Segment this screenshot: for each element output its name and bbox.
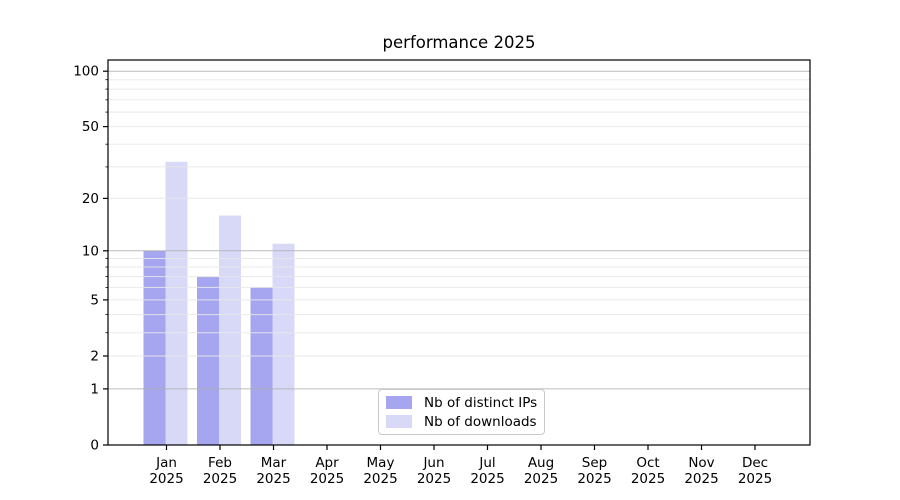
y-tick-label: 0 (90, 438, 99, 454)
bar-distinct-ips-feb (197, 276, 219, 445)
x-tick-label-year: 2025 (310, 471, 344, 487)
x-tick-label-month: Apr (315, 455, 339, 471)
y-tick-label: 5 (90, 292, 99, 308)
x-tick-label-year: 2025 (149, 471, 183, 487)
chart-title: performance 2025 (382, 33, 536, 52)
x-tick-label-month: Sep (582, 455, 607, 471)
x-tick-label-year: 2025 (417, 471, 451, 487)
y-tick-label: 10 (82, 243, 99, 259)
x-tick-label-month: Jan (155, 455, 177, 471)
x-tick-label-month: Nov (688, 455, 714, 471)
y-tick-label: 1 (90, 381, 99, 397)
bar-downloads-mar (272, 243, 295, 445)
y-tick-label: 2 (90, 349, 99, 365)
x-tick-label-year: 2025 (684, 471, 718, 487)
y-tick-label: 100 (73, 64, 99, 80)
x-tick-label-year: 2025 (738, 471, 772, 487)
legend-swatch-downloads (386, 415, 412, 428)
legend-item-distinct-ips: Nb of distinct IPs (386, 394, 538, 411)
x-tick-label-year: 2025 (631, 471, 665, 487)
x-tick-label-year: 2025 (577, 471, 611, 487)
x-tick-label-month: May (367, 455, 395, 471)
x-tick-label-month: Feb (208, 455, 232, 471)
legend-label-downloads: Nb of downloads (424, 413, 537, 430)
legend-label-distinct-ips: Nb of distinct IPs (424, 394, 538, 411)
x-tick-label-year: 2025 (470, 471, 504, 487)
x-tick-label-month: Oct (636, 455, 659, 471)
legend-item-downloads: Nb of downloads (386, 413, 537, 430)
plot-border (107, 59, 811, 446)
bar-distinct-ips-jan (143, 250, 166, 445)
x-tick-label-month: Dec (742, 455, 768, 471)
x-tick-label-year: 2025 (203, 471, 237, 487)
x-tick-label-month: Jul (478, 455, 495, 471)
bar-downloads-feb (219, 215, 241, 445)
x-tick-label-year: 2025 (256, 471, 290, 487)
x-tick-label-year: 2025 (524, 471, 558, 487)
bar-distinct-ips-mar (250, 287, 273, 445)
x-tick-label-month: Jun (422, 455, 444, 471)
x-tick-label-month: Aug (528, 455, 554, 471)
bar-downloads-jan (165, 161, 188, 446)
x-tick-label-year: 2025 (363, 471, 397, 487)
y-tick-label: 50 (82, 119, 99, 135)
x-tick-label-month: Mar (261, 455, 287, 471)
legend: Nb of distinct IPs Nb of downloads (378, 389, 545, 435)
y-tick-label: 20 (82, 191, 99, 207)
legend-swatch-distinct-ips (386, 396, 412, 409)
